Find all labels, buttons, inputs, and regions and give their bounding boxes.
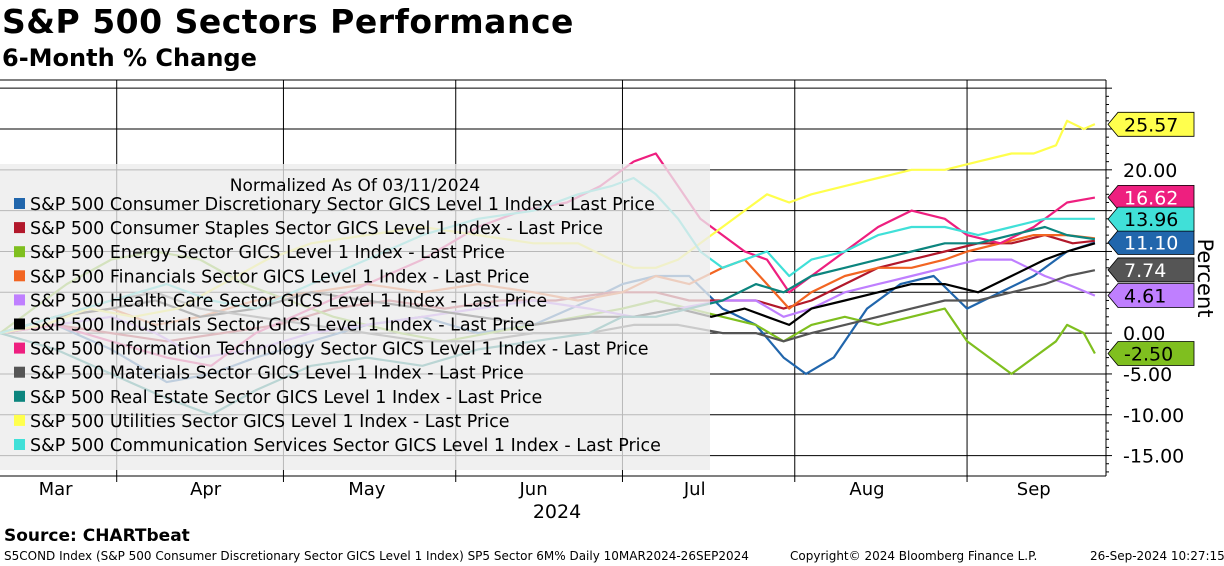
legend-swatch (14, 366, 25, 378)
legend-title: Normalized As Of 03/11/2024 (230, 176, 480, 196)
legend-entry: S&P 500 Consumer Staples Sector GICS Lev… (30, 219, 603, 239)
legend-box (0, 164, 710, 470)
legend-swatch (14, 270, 25, 282)
y-tick-label: -10.00 (1123, 405, 1184, 427)
legend-swatch (14, 294, 25, 306)
last-value-label: -2.50 (1124, 344, 1173, 366)
last-value-label: 16.62 (1124, 187, 1178, 209)
y-axis: 20.00 0.00 -5.00 -10.00 -15.00 Percent (1106, 87, 1217, 473)
last-value-flag (1107, 185, 1195, 210)
last-value-label: 13.96 (1124, 209, 1178, 231)
last-value-flag (1107, 283, 1195, 308)
legend-entry: S&P 500 Real Estate Sector GICS Level 1 … (30, 388, 542, 408)
legend-swatch (14, 318, 25, 330)
last-value-flag (1107, 257, 1195, 283)
last-value-label: 25.57 (1124, 114, 1178, 136)
legend-swatch (14, 222, 25, 234)
y-axis-title: Percent (1193, 238, 1217, 317)
legend-entry: S&P 500 Industrials Sector GICS Level 1 … (30, 316, 535, 336)
index-info: S5COND Index (S&P 500 Consumer Discretio… (4, 549, 749, 563)
legend-entry: S&P 500 Utilities Sector GICS Level 1 In… (30, 412, 509, 432)
y-tick-label: 0.00 (1123, 323, 1165, 345)
last-value-flag (1107, 230, 1195, 255)
last-value-flag (1107, 341, 1195, 366)
x-month-label: Apr (190, 479, 222, 500)
legend-entry: S&P 500 Communication Services Sector GI… (30, 436, 661, 456)
x-month-label: Aug (849, 479, 884, 500)
legend-entry: S&P 500 Financials Sector GICS Level 1 I… (30, 267, 529, 287)
x-month-label: Jul (683, 479, 706, 500)
y-tick-label: 20.00 (1123, 160, 1177, 182)
y-tick-label: -5.00 (1123, 364, 1172, 386)
last-value-label: 4.61 (1124, 285, 1166, 307)
legend-swatch (14, 198, 25, 209)
legend-swatch (14, 390, 25, 402)
legend-entry: S&P 500 Health Care Sector GICS Level 1 … (30, 291, 547, 311)
timestamp: 26-Sep-2024 10:27:15 (1090, 549, 1224, 563)
x-axis-year: 2024 (533, 501, 581, 523)
legend-entry: S&P 500 Information Technology Sector GI… (30, 340, 649, 360)
chart-title: S&P 500 Sectors Performance (2, 2, 574, 41)
legend-swatch (14, 439, 25, 450)
legend-swatch (14, 414, 25, 426)
last-value-flag (1107, 206, 1195, 232)
x-axis: Mar Apr May Jun Jul Aug Sep 2024 (39, 476, 1051, 523)
legend-entry: S&P 500 Consumer Discretionary Sector GI… (30, 195, 655, 215)
last-value-label: 7.74 (1124, 260, 1166, 282)
chart-subtitle: 6-Month % Change (2, 44, 257, 72)
x-month-label: May (348, 479, 386, 500)
x-month-label: Mar (39, 479, 74, 500)
last-value-flag (1107, 111, 1195, 137)
last-value-label: 11.10 (1124, 232, 1178, 254)
legend-entry: S&P 500 Materials Sector GICS Level 1 In… (30, 364, 524, 384)
legend-swatch (14, 246, 25, 258)
legend-swatch (14, 342, 25, 354)
source-note: Source: CHARTbeat (4, 526, 190, 546)
y-tick-label: -15.00 (1123, 446, 1184, 468)
legend-entry: S&P 500 Energy Sector GICS Level 1 Index… (30, 243, 505, 263)
copyright: Copyright© 2024 Bloomberg Finance L.P. (790, 549, 1038, 563)
x-month-label: Jun (518, 479, 547, 500)
x-month-label: Sep (1017, 479, 1051, 500)
last-value-labels: 11.10 -2.50 4.61 16.62 7.74 25.57 13.96 (1107, 111, 1195, 366)
